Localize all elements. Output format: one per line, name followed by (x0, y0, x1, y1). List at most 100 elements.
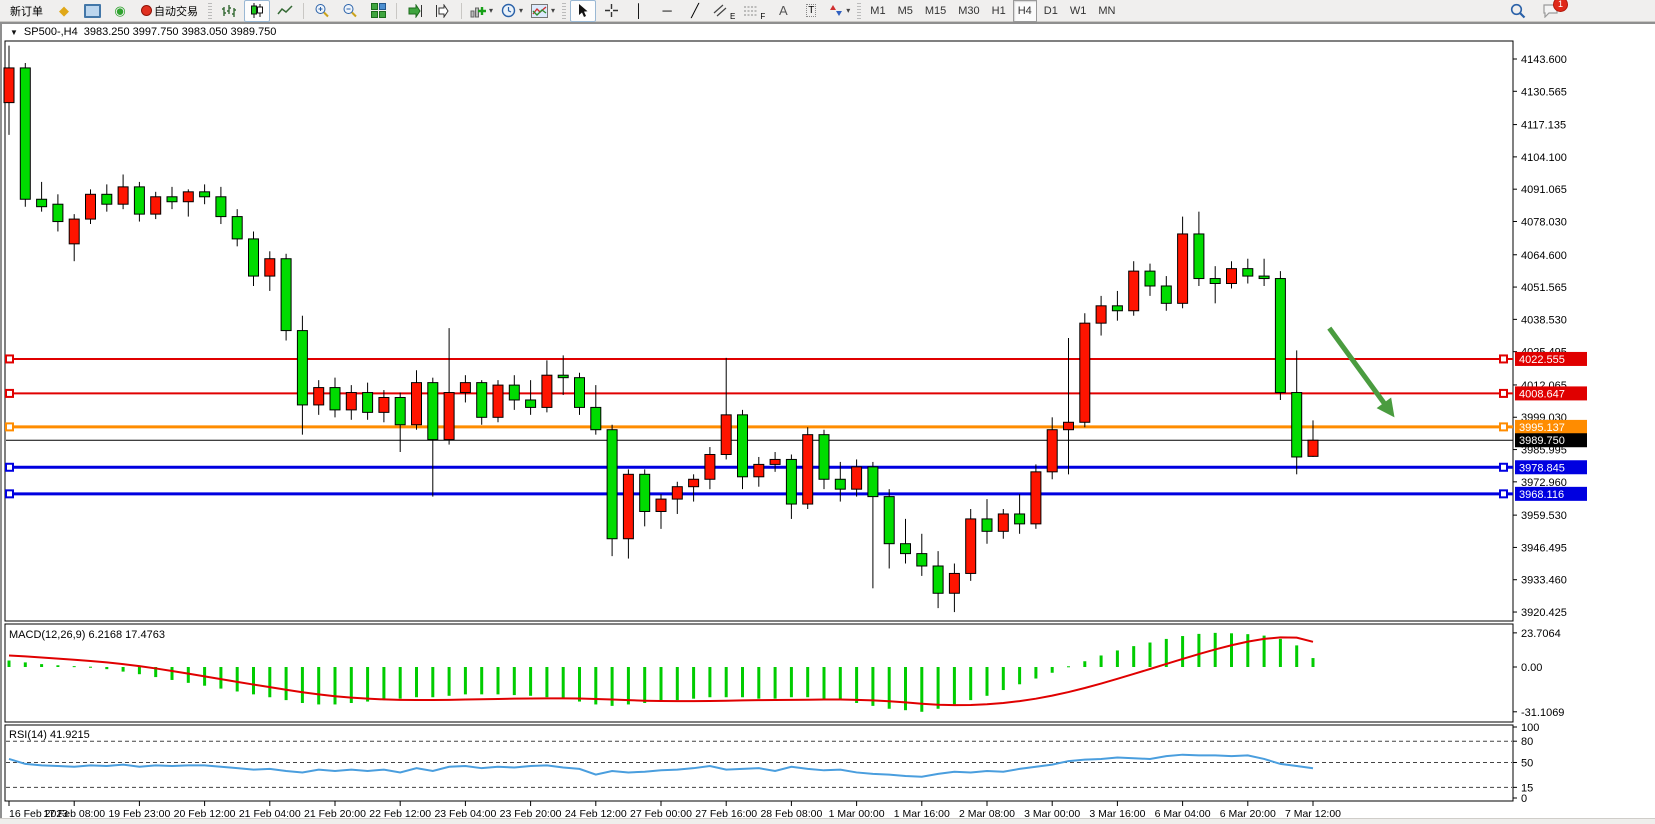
fibonacci-button[interactable]: F (740, 0, 768, 22)
svg-text:3968.116: 3968.116 (1519, 489, 1564, 501)
svg-text:4117.135: 4117.135 (1521, 120, 1566, 132)
svg-text:80: 80 (1521, 736, 1533, 748)
timeframe-m1-button[interactable]: M1 (870, 4, 886, 17)
timeframe-d1-button[interactable]: D1 (1043, 4, 1058, 17)
arrows-icon (830, 5, 843, 16)
cursor-icon (579, 4, 588, 17)
text-button[interactable]: A (770, 0, 796, 22)
svg-text:4143.600: 4143.600 (1521, 54, 1567, 66)
zoom-out-button[interactable] (337, 0, 363, 22)
svg-text:6 Mar 20:00: 6 Mar 20:00 (1220, 808, 1276, 820)
autotrading-stopped-icon (141, 5, 152, 16)
chart-symbol-period: SP500-,H4 (23, 26, 78, 38)
svg-text:3972.960: 3972.960 (1521, 477, 1567, 489)
search-button[interactable] (1505, 0, 1531, 22)
signals-button[interactable]: ◉ (107, 0, 133, 22)
trendline-icon: ╱ (691, 3, 699, 18)
autotrading-button[interactable]: 自动交易 (135, 0, 204, 22)
svg-text:3978.845: 3978.845 (1519, 462, 1565, 474)
arrows-caret: ▾ (846, 6, 851, 15)
indicators-caret: ▾ (489, 6, 494, 15)
vertical-line-button[interactable]: │ (626, 0, 652, 22)
indicators-button[interactable]: ▾ (467, 0, 496, 22)
horizontal-line-button[interactable]: ─ (654, 0, 680, 22)
svg-text:23 Feb 20:00: 23 Feb 20:00 (500, 808, 562, 820)
timeframe-m15-button[interactable]: M15 (924, 4, 947, 17)
chat-button[interactable]: 1 (1537, 0, 1568, 22)
arrows-button[interactable]: ▾ (826, 0, 853, 22)
svg-text:3 Mar 00:00: 3 Mar 00:00 (1024, 808, 1080, 820)
svg-text:4078.030: 4078.030 (1521, 216, 1567, 228)
svg-text:21 Feb 04:00: 21 Feb 04:00 (239, 808, 301, 820)
periods-button[interactable]: ▾ (498, 0, 526, 22)
timeframe-h4-button[interactable]: H4 (1012, 0, 1037, 22)
svg-text:3 Mar 16:00: 3 Mar 16:00 (1089, 808, 1145, 820)
svg-text:24 Feb 12:00: 24 Feb 12:00 (565, 808, 627, 820)
toolbar-grip (562, 2, 567, 19)
zoom-in-button[interactable] (309, 0, 335, 22)
channel-button[interactable]: E (710, 0, 738, 22)
svg-text:23.7064: 23.7064 (1521, 628, 1561, 640)
svg-text:3985.995: 3985.995 (1521, 445, 1567, 457)
svg-text:0: 0 (1521, 793, 1527, 805)
trendline-button[interactable]: ╱ (682, 0, 708, 22)
top-toolbar: 新订单 ◆ ◉ 自动交易 ▾ ▾ (0, 0, 1655, 22)
svg-text:3920.425: 3920.425 (1521, 607, 1567, 619)
svg-text:-31.1069: -31.1069 (1521, 707, 1564, 719)
timeframe-m30-button[interactable]: M30 (958, 4, 980, 17)
chart-window-title-bar[interactable]: ▼ SP500-,H4 3983.250 3997.750 3983.050 3… (2, 24, 1655, 40)
terminal-icon (83, 3, 101, 18)
zoom-out-icon (343, 4, 357, 18)
zoom-in-icon (315, 4, 329, 18)
toolbar-grip (208, 2, 212, 19)
tile-windows-button[interactable] (365, 0, 391, 22)
timeframe-h1-button[interactable]: H1 (991, 4, 1006, 17)
svg-text:100: 100 (1521, 722, 1539, 734)
collapse-triangle-icon: ▼ (10, 27, 18, 37)
chart-ohlc-readout: 3983.250 3997.750 3983.050 3989.750 (83, 26, 277, 38)
svg-text:4130.565: 4130.565 (1521, 86, 1567, 98)
bar-chart-button[interactable] (216, 0, 242, 22)
svg-text:21 Feb 20:00: 21 Feb 20:00 (304, 808, 366, 820)
periods-clock-icon (501, 3, 516, 18)
svg-text:1 Mar 16:00: 1 Mar 16:00 (894, 808, 950, 820)
toolbar-separator (303, 2, 304, 19)
line-chart-button[interactable] (272, 0, 298, 22)
svg-text:4038.530: 4038.530 (1521, 314, 1567, 326)
fibonacci-icon (744, 6, 758, 15)
toolbar-right-group: 1 (1505, 0, 1568, 22)
signals-icon: ◉ (114, 3, 126, 18)
cursor-button[interactable] (570, 0, 597, 22)
timeframe-mn-button[interactable]: MN (1098, 4, 1116, 17)
chart-shift-button[interactable] (430, 0, 456, 22)
search-icon (1510, 3, 1526, 18)
svg-text:4104.100: 4104.100 (1521, 152, 1567, 164)
metaeditor-button[interactable]: ◆ (51, 0, 77, 22)
metaeditor-icon: ◆ (59, 3, 69, 18)
candlestick-chart-button[interactable] (244, 0, 270, 22)
svg-text:2 Mar 08:00: 2 Mar 08:00 (959, 808, 1015, 820)
channel-icon (713, 4, 727, 17)
terminal-button[interactable] (79, 0, 105, 22)
toolbar-separator (396, 2, 397, 19)
text-tool-icon: A (778, 3, 788, 18)
svg-text:4051.565: 4051.565 (1521, 282, 1567, 294)
svg-text:19 Feb 23:00: 19 Feb 23:00 (108, 808, 170, 820)
new-order-button[interactable]: 新订单 (4, 0, 49, 22)
fibonacci-letter: F (760, 11, 766, 21)
crosshair-button[interactable] (598, 0, 624, 22)
svg-text:20 Feb 12:00: 20 Feb 12:00 (174, 808, 236, 820)
macd-indicator-label: MACD(12,26,9) 6.2168 17.4763 (9, 629, 165, 641)
timeframe-w1-button[interactable]: W1 (1069, 4, 1087, 17)
svg-text:3995.137: 3995.137 (1519, 422, 1565, 434)
svg-text:3959.530: 3959.530 (1521, 510, 1567, 522)
auto-scroll-button[interactable] (402, 0, 428, 22)
auto-scroll-icon (408, 3, 422, 18)
timeframe-m5-button[interactable]: M5 (897, 4, 913, 17)
templates-icon (531, 3, 549, 18)
templates-button[interactable]: ▾ (528, 0, 558, 22)
text-label-button[interactable]: T (798, 0, 824, 22)
channel-letter: E (730, 11, 736, 21)
